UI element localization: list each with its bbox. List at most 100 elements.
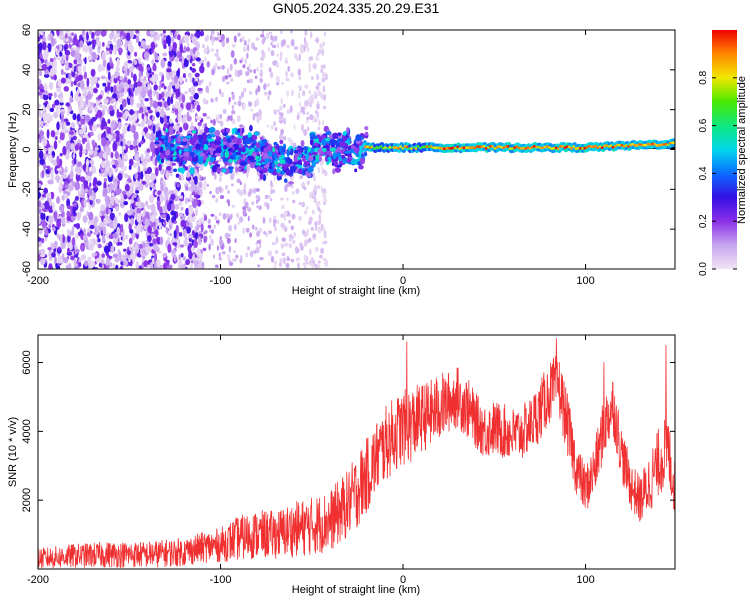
spectrogram-cell: [170, 36, 175, 44]
spectrogram-cell: [171, 109, 174, 114]
spectrogram-cell: [160, 214, 167, 219]
spectrogram-cell: [137, 123, 142, 127]
spectrogram-cell: [226, 253, 231, 260]
spectrogram-cell: [147, 234, 152, 242]
spectrogram-cell: [40, 253, 46, 258]
spectrogram-cell: [113, 216, 118, 224]
spectrogram-cell: [103, 126, 109, 130]
spectrogram-cell: [60, 111, 64, 117]
spectrogram-cell: [168, 45, 173, 52]
spectrogram-cell: [317, 100, 320, 104]
spectrogram-cell: [140, 202, 145, 209]
spectrogram-cell: [227, 166, 234, 170]
spectrogram-cell: [195, 57, 201, 62]
spectrogram-cell: [222, 144, 228, 150]
spectrogram-cell: [183, 45, 187, 52]
spectrogram-cell: [247, 246, 250, 251]
spectrogram-cell: [317, 185, 321, 189]
spectrogram-cell: [75, 249, 80, 253]
spectrogram-cell: [80, 99, 85, 110]
spectrogram-cell: [202, 186, 207, 191]
spectrogram-cell: [180, 219, 186, 228]
spectrogram-cell: [280, 213, 284, 219]
spectrogram-cell: [127, 140, 132, 146]
spectrogram-cell: [93, 216, 99, 224]
spectrogram-cell: [304, 210, 308, 215]
spectrogram-cell: [292, 199, 296, 204]
spectrogram-cell: [193, 238, 198, 248]
spectrogram-cell: [179, 244, 185, 248]
spectrogram-cell: [117, 38, 122, 47]
spectrogram-cell: [208, 243, 211, 251]
spectrogram-cell: [231, 118, 236, 125]
spectrogram-cell: [154, 167, 159, 177]
spectrogram-cell: [177, 259, 183, 265]
spectrogram-cell: [124, 43, 128, 50]
spectrogram-cell: [288, 243, 292, 249]
spectrogram-cell: [248, 63, 251, 68]
spectrogram-cell: [49, 107, 55, 113]
spectrogram-cell: [298, 153, 303, 158]
spectrogram-cell: [147, 119, 153, 126]
spectrogram-cell: [152, 124, 156, 134]
spectrogram-cell: [84, 260, 89, 267]
spectrogram-cell: [275, 62, 280, 68]
spectrogram-cell: [237, 100, 242, 107]
spectrogram-cell: [206, 89, 210, 94]
spectrogram-cell: [300, 244, 304, 251]
spectrogram-cell: [164, 142, 169, 148]
spectrogram-cell: [105, 146, 111, 156]
spectrogram-cell: [206, 183, 209, 188]
spectrogram-cell: [158, 221, 162, 231]
spectrogram-cell: [225, 37, 230, 43]
spectrogram-cell: [320, 92, 323, 100]
spectrogram-cell: [319, 43, 323, 49]
spectrogram-cell: [298, 201, 302, 206]
spectrogram-cell: [182, 73, 186, 79]
spectrogram-cell: [161, 100, 165, 108]
spectrogram-cell: [176, 183, 180, 188]
x-tick-label: -200: [27, 574, 49, 586]
spectrogram-cell: [139, 171, 144, 180]
spectrogram-cell: [102, 187, 108, 197]
spectrogram-cell: [279, 51, 283, 57]
spectrogram-cell: [79, 176, 86, 183]
spectrogram-cell: [311, 151, 318, 156]
spectrogram-cell: [298, 69, 301, 76]
spectrogram-cell: [54, 47, 58, 52]
spectrogram-cell: [221, 168, 227, 173]
spectrogram-cell: [123, 259, 128, 267]
spectrogram-cell: [87, 55, 93, 61]
spectrogram-cell: [216, 66, 221, 70]
spectrogram-cell: [228, 74, 232, 78]
spectrogram-cell: [281, 115, 284, 119]
spectrogram-cell: [38, 237, 42, 242]
spectrogram-cell: [251, 134, 258, 141]
spectrogram-cell: [113, 76, 118, 84]
spectrogram-cell: [47, 247, 52, 251]
spectrogram-cell: [318, 214, 321, 220]
spectrogram-cell: [259, 244, 262, 249]
spectrogram-cell: [101, 253, 105, 258]
spectrogram-cell: [282, 257, 286, 265]
spectrogram-cell: [197, 134, 205, 139]
spectrogram-cell: [101, 137, 107, 147]
spectrogram-cell: [308, 62, 311, 68]
spectrogram-cell: [117, 156, 122, 166]
spectrogram-cell: [194, 72, 200, 78]
spectrogram-cell: [88, 220, 93, 225]
spectrogram-cell: [177, 113, 183, 123]
spectrogram-cell: [219, 238, 224, 246]
spectrogram-cell: [169, 233, 173, 237]
spectrogram-cell: [232, 258, 237, 262]
spectrogram-cell: [162, 30, 166, 34]
spectrogram-cell: [116, 30, 121, 34]
spectrogram-cell: [62, 234, 65, 244]
spectrogram-cell: [307, 166, 314, 173]
spectrogram-cell: [266, 32, 270, 40]
spectrogram-cell: [200, 30, 204, 36]
spectrogram-cell: [202, 144, 209, 151]
spectrogram-cell: [110, 245, 115, 254]
spectrogram-cell: [183, 122, 189, 131]
spectrogram-cell: [212, 35, 216, 43]
